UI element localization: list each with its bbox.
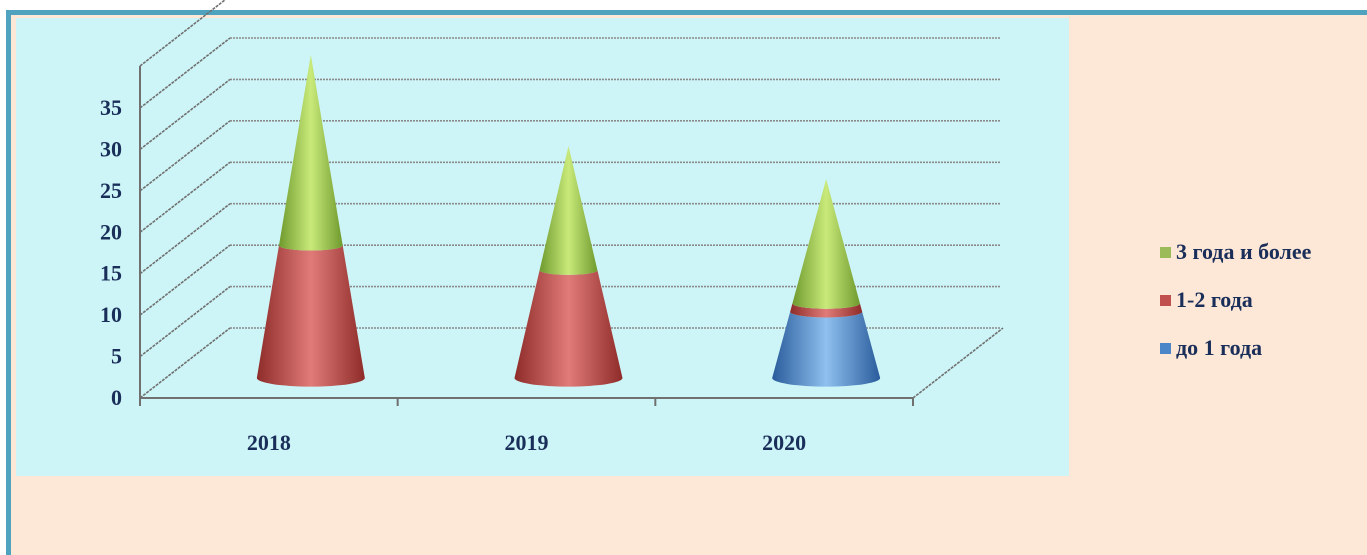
legend-swatch-1-2 — [1160, 294, 1171, 306]
y-tick-label-10: 10 — [100, 302, 122, 327]
sidewall-line-10 — [139, 244, 231, 316]
legend: 3 года и более 1-2 года до 1 года — [1160, 228, 1360, 372]
y-tick-label-15: 15 — [100, 261, 122, 286]
cone-2020-segment-0 — [772, 311, 881, 387]
sidewall-line-0 — [139, 327, 231, 399]
cone-2018-segment-2 — [278, 54, 343, 251]
sidewall-line-25 — [139, 120, 231, 192]
y-tick-labels: 0 5 10 15 20 25 30 35 — [100, 95, 122, 410]
x-tick-labels: 2018 2019 2020 — [247, 430, 806, 455]
y-tick-label-25: 25 — [100, 178, 122, 203]
axes — [139, 66, 1004, 406]
cone-2019-segment-1 — [514, 270, 623, 387]
legend-label-3plus: 3 года и более — [1176, 239, 1312, 264]
y-tick-label-20: 20 — [100, 219, 122, 244]
sidewall-line-top — [139, 0, 227, 67]
cones — [256, 54, 881, 387]
y-tick-label-5: 5 — [111, 344, 122, 369]
sidewall-line-5 — [139, 285, 231, 358]
cone-2018-segment-1 — [256, 245, 365, 387]
plot-area — [16, 18, 1069, 476]
legend-label-under1: до 1 года — [1176, 335, 1263, 360]
sidewall-line-30 — [139, 78, 231, 151]
floor-right-edge — [912, 327, 1004, 399]
cone-2019-segment-2 — [539, 146, 598, 275]
y-tick-label-0: 0 — [111, 385, 122, 410]
cone-2020-segment-1 — [790, 303, 863, 318]
y-tick-label-30: 30 — [100, 136, 122, 161]
legend-item-under1: до 1 года — [1160, 324, 1360, 372]
legend-item-1-2: 1-2 года — [1160, 276, 1360, 324]
sidewall-line-35 — [139, 37, 231, 109]
gridlines — [139, 0, 1000, 399]
sidewall-line-15 — [139, 203, 231, 275]
legend-swatch-under1 — [1160, 342, 1171, 354]
sidewall-line-20 — [139, 161, 231, 233]
x-tick-label-2020: 2020 — [762, 430, 806, 455]
legend-label-1-2: 1-2 года — [1176, 287, 1253, 312]
y-tick-label-35: 35 — [100, 95, 122, 120]
legend-item-3plus: 3 года и более — [1160, 228, 1360, 276]
cone-2020-segment-2 — [792, 179, 860, 309]
x-tick-label-2019: 2019 — [505, 430, 549, 455]
x-tick-label-2018: 2018 — [247, 430, 291, 455]
legend-swatch-3plus — [1160, 246, 1171, 258]
